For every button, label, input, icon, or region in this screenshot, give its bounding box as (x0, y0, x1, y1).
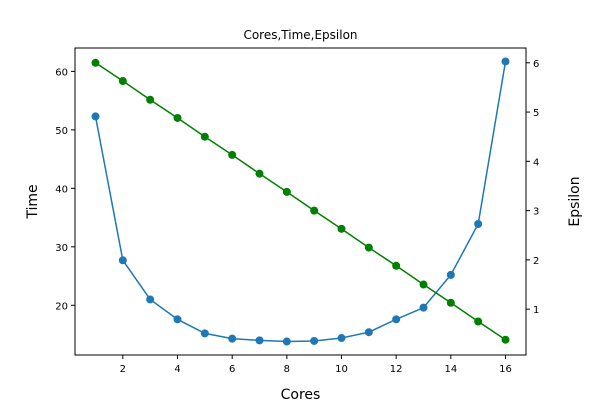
data-point (200, 329, 209, 338)
y-axis-label: Time (25, 184, 41, 219)
data-point (118, 256, 127, 265)
chart-title: Cores,Time,Epsilon (243, 28, 357, 42)
plot-series (91, 57, 510, 346)
data-point (392, 315, 401, 324)
y2-tick-label: 6 (533, 59, 539, 70)
data-point (228, 334, 237, 343)
series-right-axis (91, 58, 510, 344)
data-point (392, 261, 401, 270)
x-tick-label: 16 (499, 364, 512, 375)
data-point (255, 169, 264, 178)
y2-axis-label: Epsilon (567, 176, 583, 226)
series-left-axis (91, 57, 510, 346)
series-line (95, 62, 506, 341)
y2-axis-ticks: 1 2 3 4 5 6 (526, 59, 539, 316)
data-point (446, 270, 455, 279)
data-point (228, 150, 237, 159)
x-axis-ticks: 2 4 6 8 10 12 14 16 (120, 355, 512, 375)
y-tick-label: 30 (55, 243, 68, 254)
y-tick-label: 50 (55, 126, 68, 137)
y-tick-label: 40 (55, 184, 68, 195)
y2-tick-label: 3 (533, 207, 539, 218)
y-tick-label: 60 (55, 67, 68, 78)
data-point (337, 224, 346, 233)
data-point (146, 95, 155, 104)
y-axis-ticks: 20 30 40 50 60 (55, 67, 75, 312)
x-tick-label: 10 (335, 364, 348, 375)
data-point (364, 328, 373, 337)
x-axis-label: Cores (281, 387, 321, 400)
data-point (419, 280, 428, 289)
x-tick-label: 6 (229, 364, 235, 375)
x-tick-label: 8 (284, 364, 290, 375)
y2-tick-label: 1 (533, 305, 539, 316)
data-point (91, 112, 100, 121)
data-point (255, 336, 264, 345)
x-tick-label: 14 (444, 364, 457, 375)
data-point (501, 57, 510, 66)
data-point (474, 220, 483, 229)
data-point (419, 303, 428, 312)
data-point (364, 243, 373, 252)
y2-tick-label: 4 (533, 157, 539, 168)
x-tick-label: 4 (174, 364, 180, 375)
data-point (446, 298, 455, 307)
y2-tick-label: 2 (533, 256, 539, 267)
data-point (91, 58, 100, 67)
data-point (173, 113, 182, 122)
data-point (337, 334, 346, 343)
x-tick-label: 2 (120, 364, 126, 375)
data-point (474, 317, 483, 326)
data-point (310, 336, 319, 345)
y-tick-label: 20 (55, 301, 68, 312)
data-point (118, 77, 127, 86)
y2-tick-label: 5 (533, 108, 539, 119)
data-point (501, 335, 510, 344)
series-line (94, 61, 507, 343)
data-point (282, 337, 291, 346)
plot-frame (74, 47, 527, 356)
data-point (282, 187, 291, 196)
data-point (200, 132, 209, 141)
data-point (146, 295, 155, 304)
x-tick-label: 12 (390, 364, 403, 375)
data-point (173, 315, 182, 324)
data-point (310, 206, 319, 215)
